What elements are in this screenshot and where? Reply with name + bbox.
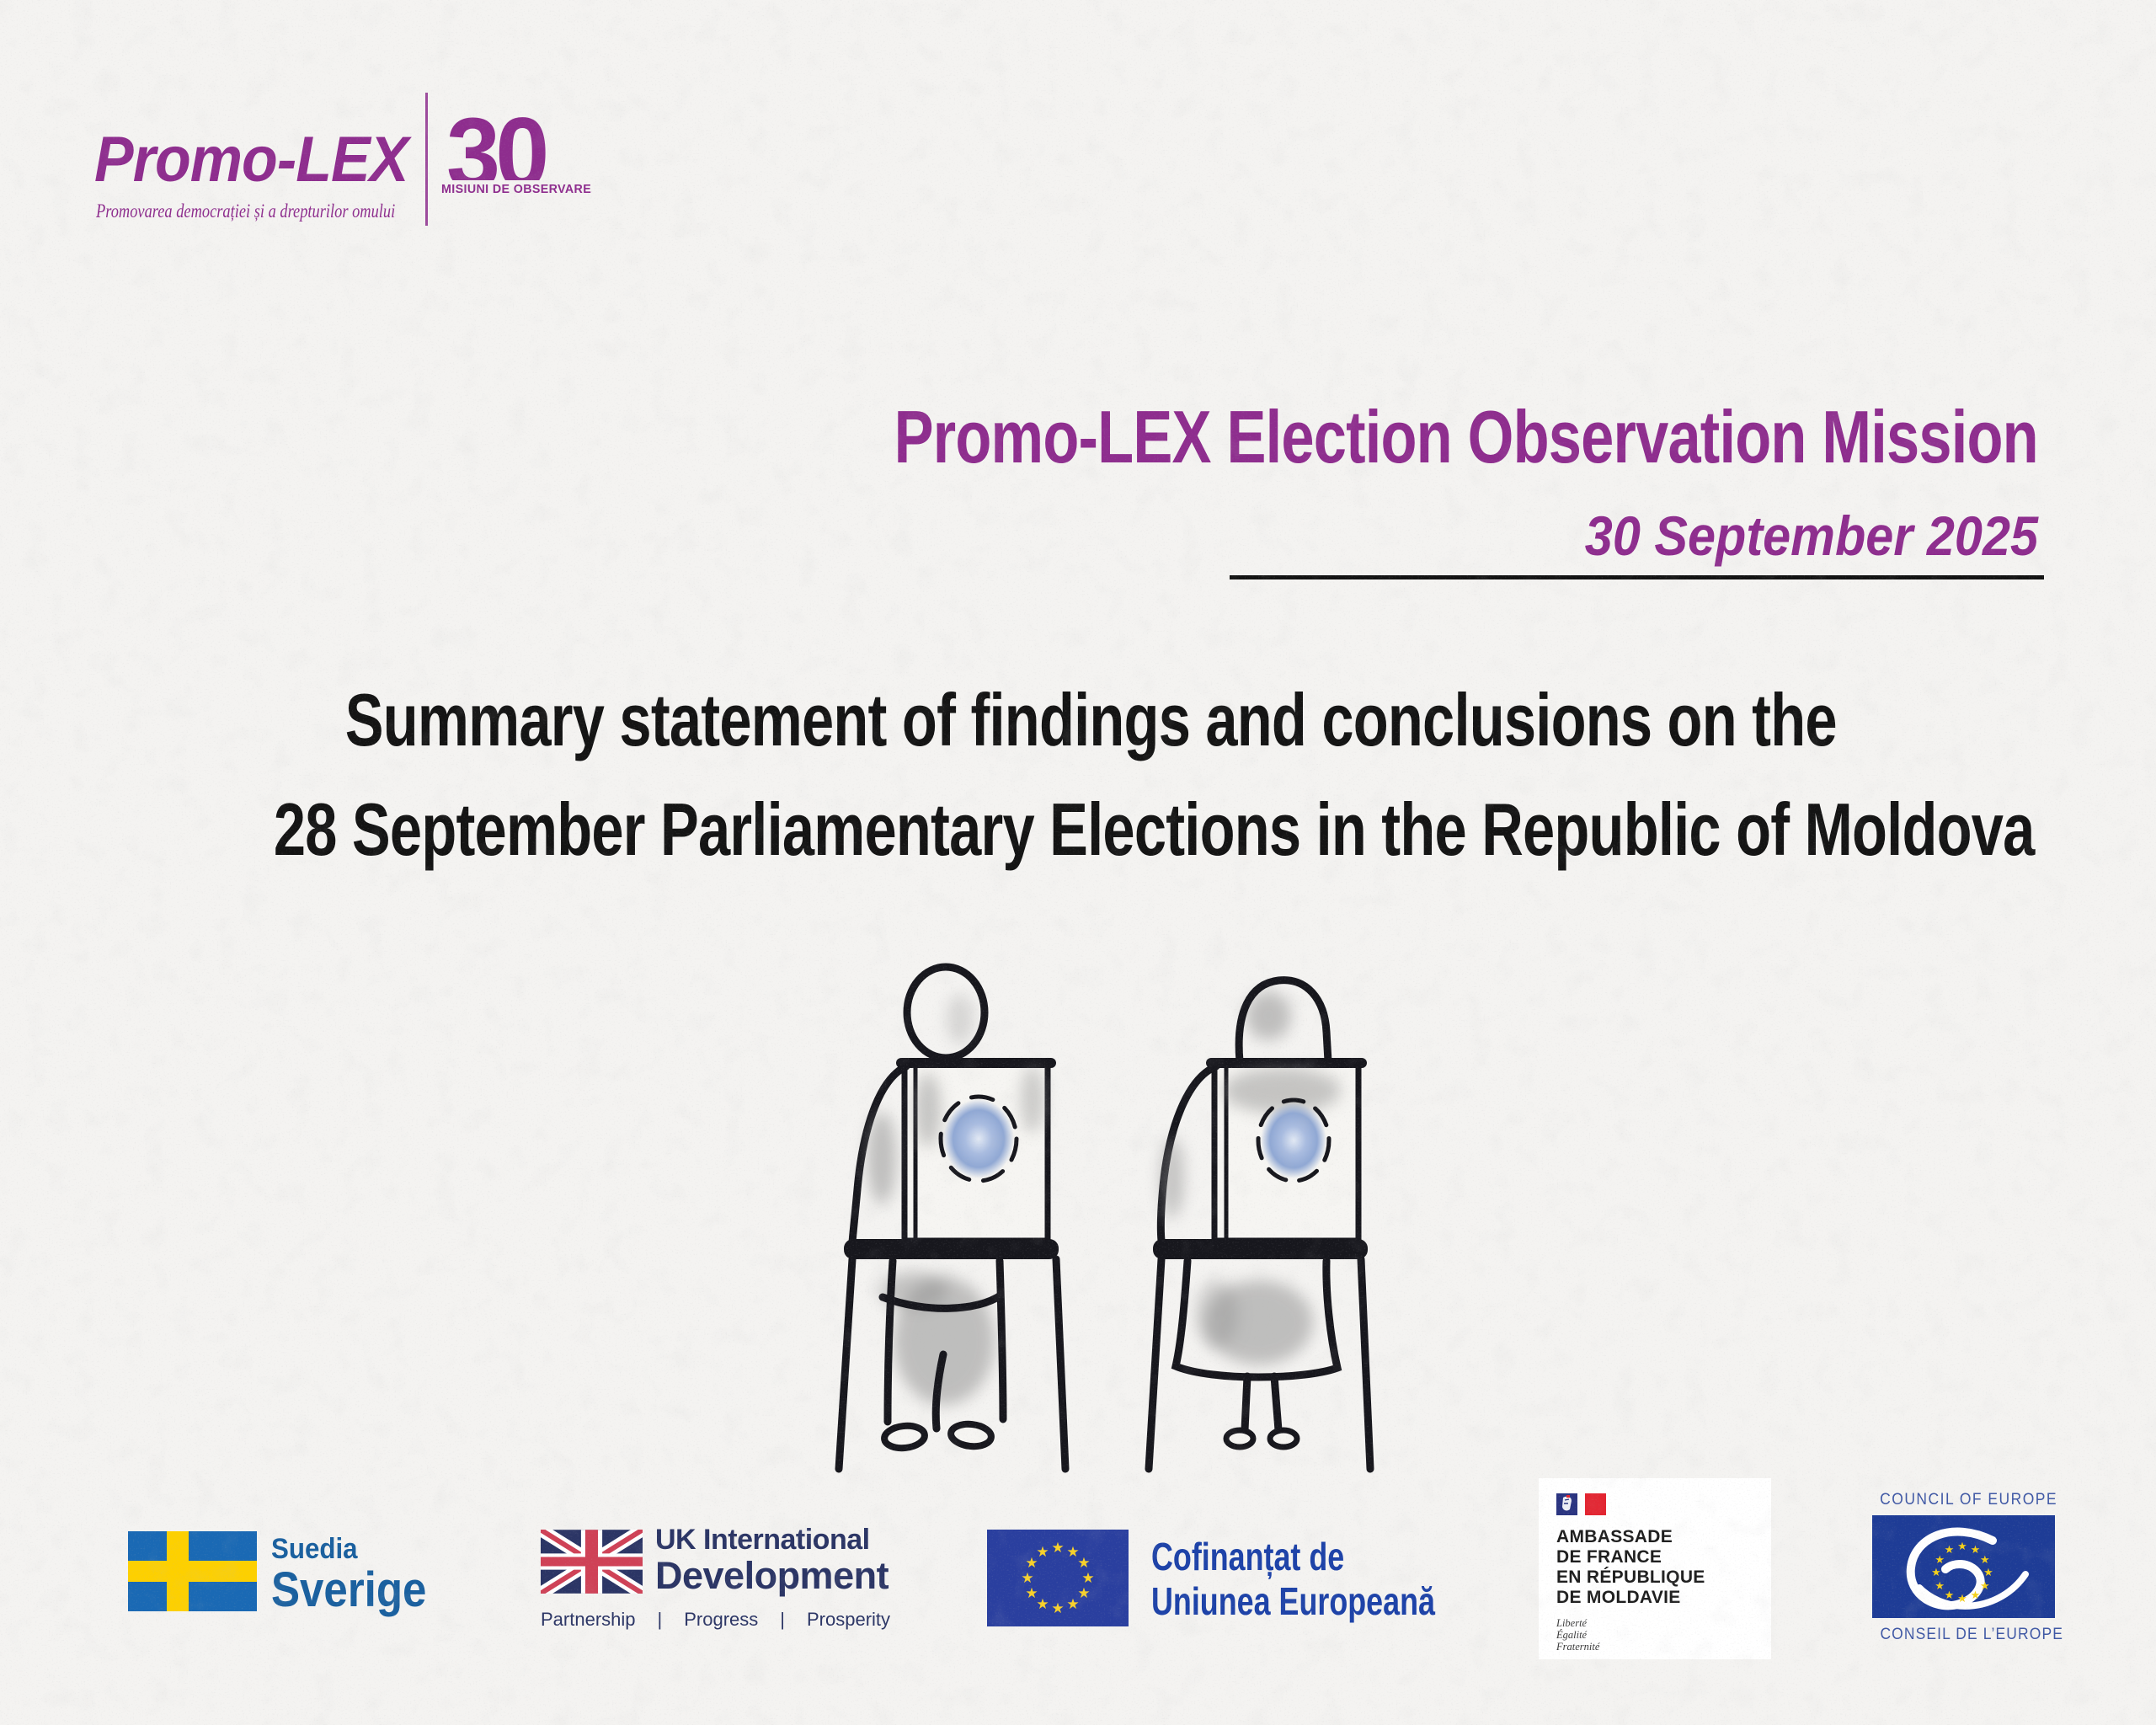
svg-text:★: ★ (1066, 1596, 1079, 1613)
promo-lex-tagline: Promovarea democrației și a drepturilor … (96, 200, 396, 222)
svg-text:★: ★ (1077, 1585, 1090, 1602)
svg-text:★: ★ (1971, 1589, 1981, 1602)
heading-line-2: 28 September Parliamentary Elections in … (273, 788, 2035, 871)
council-of-europe-logo: COUNCIL OF EUROPE ★ ★ ★ ★ ★ ★ ★ ★ ★ ★ ★ ★ CONS… (1872, 1491, 2063, 1644)
promo-lex-logo: Promo-LEX Promovarea democrației și a dr… (94, 91, 633, 243)
uk-tagline-partnership: Partnership (541, 1609, 636, 1630)
woman-shoe-right (1267, 1427, 1300, 1450)
voting-booths-illustration (835, 963, 1374, 1473)
svg-text:★: ★ (1935, 1554, 1945, 1567)
anniversary-30-badge: 30 MISIUNI DE OBSERVARE (438, 103, 603, 211)
coe-emblem-icon: ★ ★ ★★ ★★ ★★ ★★ ★★ (1872, 1515, 2055, 1618)
man-shoe-left (881, 1422, 928, 1452)
sweden-label-sv: Sverige (271, 1562, 427, 1617)
svg-text:★: ★ (1077, 1555, 1090, 1572)
woman-shoe-left (1223, 1427, 1257, 1450)
mission-title-block: Promo-LEX Election Observation Mission 3… (608, 394, 2039, 568)
france-embassy-logo: AMBASSADE DE FRANCE EN RÉPUBLIQUE DE MOL… (1539, 1478, 1771, 1659)
svg-text:★: ★ (1931, 1567, 1941, 1579)
france-motto-egalite: Égalité (1556, 1629, 1588, 1641)
svg-text:★: ★ (1081, 1570, 1094, 1587)
uk-international-development-logo: UK International Development Partnership… (541, 1525, 903, 1631)
svg-text:★: ★ (1945, 1544, 1955, 1557)
heading-line-1: Summary statement of findings and conclu… (344, 678, 1837, 761)
svg-text:★: ★ (1036, 1544, 1049, 1561)
page-title: Summary statement of findings and conclu… (25, 665, 2156, 884)
uk-tagline-prosperity: Prosperity (807, 1609, 891, 1630)
logo-divider (425, 93, 428, 226)
svg-text:★: ★ (1945, 1589, 1955, 1602)
svg-text:★: ★ (1051, 1540, 1064, 1557)
eu-label-line1: Cofinanțat de (1151, 1535, 1345, 1578)
svg-text:★: ★ (1935, 1580, 1945, 1593)
coe-label-fr: CONSEIL DE L’EUROPE (1880, 1626, 2063, 1643)
mission-date: 30 September 2025 (1584, 505, 2038, 567)
mission-title: Promo-LEX Election Observation Mission (894, 395, 2039, 478)
uk-flag-icon (541, 1530, 643, 1594)
uk-tagline: Partnership | Progress | Prosperity (541, 1609, 903, 1631)
svg-text:★: ★ (1983, 1567, 1993, 1579)
coe-label-en: COUNCIL OF EUROPE (1880, 1491, 2058, 1509)
svg-text:★: ★ (1971, 1544, 1981, 1557)
svg-text:★: ★ (1021, 1570, 1033, 1587)
uk-tagline-separator: | (780, 1609, 785, 1630)
uk-tagline-separator: | (657, 1609, 663, 1630)
svg-text:★: ★ (1051, 1600, 1064, 1617)
svg-text:★: ★ (1980, 1554, 1990, 1567)
svg-text:★: ★ (1980, 1580, 1990, 1593)
svg-text:★: ★ (1957, 1541, 1967, 1553)
france-line-2: DE FRANCE (1556, 1547, 1662, 1567)
france-motto-liberte: Liberté (1556, 1617, 1588, 1629)
svg-text:★: ★ (1025, 1585, 1038, 1602)
eu-flag-icon: ★ ★ ★★ ★★ ★★ ★★ ★★ (987, 1530, 1129, 1626)
woman-legs (1241, 1372, 1283, 1434)
france-line-1: AMBASSADE (1556, 1527, 1673, 1546)
france-line-4: DE MOLDAVIE (1556, 1588, 1681, 1607)
uk-tagline-progress: Progress (684, 1609, 759, 1630)
eu-label-line2: Uniunea Europeană (1151, 1579, 1435, 1623)
sweden-flag-icon (128, 1531, 257, 1611)
anniversary-label: MISIUNI DE OBSERVARE (438, 180, 603, 198)
svg-text:★: ★ (1036, 1596, 1049, 1613)
man-shoe-right (947, 1420, 995, 1450)
uk-logo-line2: Development (655, 1554, 889, 1597)
sweden-label-ro: Suedia (271, 1533, 358, 1565)
svg-text:★: ★ (1957, 1593, 1967, 1605)
france-flag-icon (1556, 1493, 1606, 1515)
divider-line (1230, 575, 2044, 579)
sweden-logo: Suedia Sverige (128, 1531, 448, 1616)
eu-cofunded-logo: ★ ★ ★ ★ ★ ★ ★ ★ ★ ★ ★ ★ Cofinanțat de Uniunea … (987, 1530, 1515, 1626)
promo-lex-wordmark: Promo-LEX (94, 124, 408, 195)
france-motto-fraternite: Fraternité (1556, 1641, 1600, 1653)
uk-logo-line1: UK International (655, 1524, 870, 1556)
france-line-3: EN RÉPUBLIQUE (1556, 1567, 1705, 1587)
